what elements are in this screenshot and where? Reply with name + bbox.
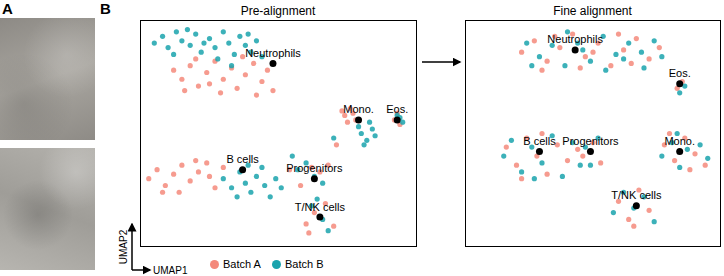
html-text:Batch A: Batch A <box>223 258 261 270</box>
svg-text:Eos.: Eos. <box>386 103 408 115</box>
svg-text:Mono.: Mono. <box>343 103 374 115</box>
svg-text:T/NK cells: T/NK cells <box>295 201 346 213</box>
html-text:Pre-alignment: Pre-alignment <box>240 4 316 18</box>
svg-text:Mono.: Mono. <box>664 135 695 147</box>
html-text:Batch B: Batch B <box>285 258 324 270</box>
html-text:Fine alignment: Fine alignment <box>553 4 632 18</box>
html-text:A: A <box>2 0 13 17</box>
svg-text:T/NK cells: T/NK cells <box>611 189 662 201</box>
svg-text:UMAP1: UMAP1 <box>153 265 188 276</box>
svg-text:Progenitors: Progenitors <box>286 162 343 174</box>
svg-text:Progenitors: Progenitors <box>562 135 619 147</box>
svg-text:Neutrophils: Neutrophils <box>245 47 301 59</box>
html-text:B: B <box>100 0 111 17</box>
svg-text:UMAP2: UMAP2 <box>118 229 129 264</box>
svg-text:Neutrophils: Neutrophils <box>547 33 603 45</box>
svg-text:B cells: B cells <box>523 135 556 147</box>
svg-text:Eos.: Eos. <box>669 67 691 79</box>
svg-text:B cells: B cells <box>226 153 259 165</box>
